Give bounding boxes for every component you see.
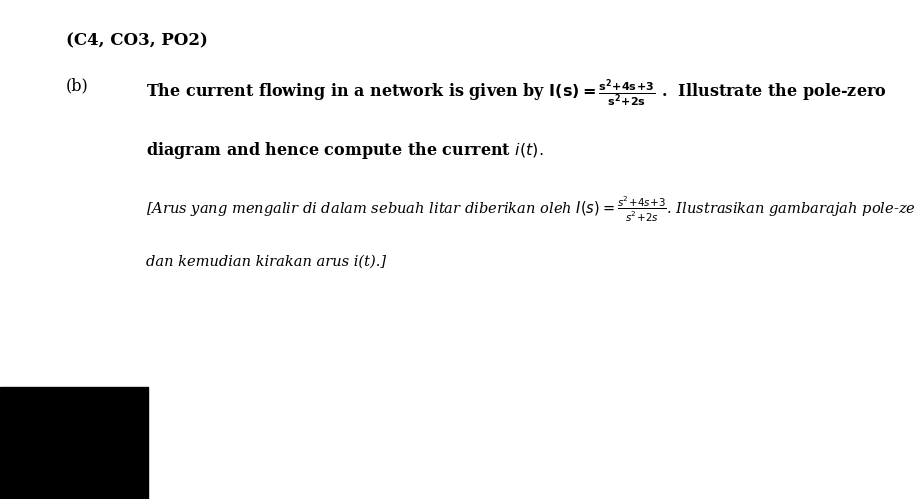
Bar: [0, 387, 148, 499]
Text: [Arus yang mengalir di dalam sebuah litar diberikan oleh $I(s) = \frac{s^2\!+\!4: [Arus yang mengalir di dalam sebuah lita…: [146, 195, 915, 224]
Text: dan kemudian kirakan arus i(t).]: dan kemudian kirakan arus i(t).]: [146, 254, 386, 268]
Text: (b): (b): [66, 77, 89, 94]
Text: The current flowing in a network is given by $\mathbf{I(s) = \frac{s^2\!+\!4s\!+: The current flowing in a network is give…: [146, 77, 887, 109]
Text: (C4, CO3, PO2): (C4, CO3, PO2): [66, 32, 208, 49]
Text: diagram and hence compute the current $\mathbf{\it{i(t).}}$: diagram and hence compute the current $\…: [146, 140, 544, 161]
